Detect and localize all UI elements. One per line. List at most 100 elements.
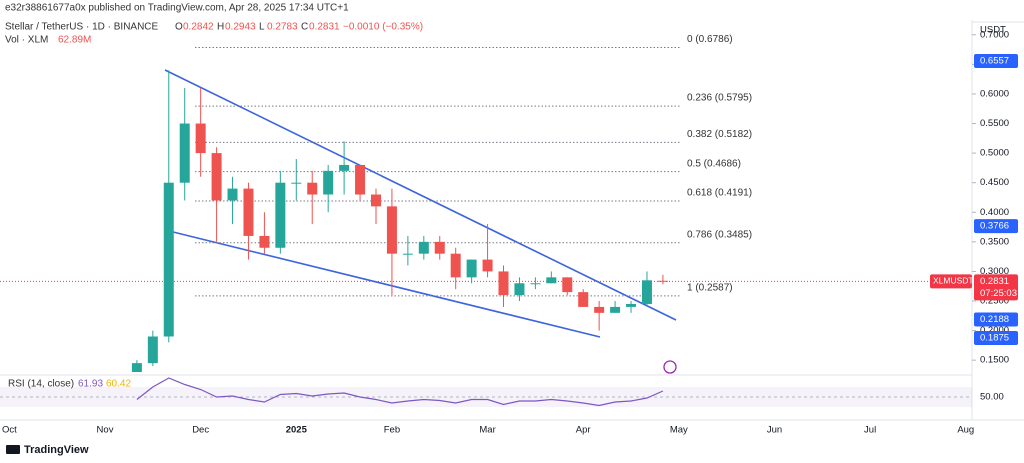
ohlc-value: 0.2783 [267,22,298,33]
countdown: 07:25:03 [980,288,1017,299]
ohlc-key: O [175,22,183,33]
ohlc-value: 0.2842 [183,22,214,33]
ohlc-key: L [259,22,265,33]
ohlc-change: −0.0010 (−0.35%) [343,22,423,33]
rsi-tick-label: 50.00 [980,392,1004,403]
x-tick-label: Mar [479,425,495,436]
ohlc-key: H [217,22,224,33]
symbol-tag [930,274,972,289]
candle-body [626,303,637,307]
candle-body [562,277,573,293]
candle-body [355,164,366,195]
rsi-line [136,377,664,407]
currency: USDT [980,25,1006,36]
rsi-label: RSI (14, close) [8,379,74,390]
candle-body [259,235,270,248]
y-tick-label: 0.2000 [980,325,1009,336]
price-marker-label: 0.1875 [980,332,1009,343]
y-tick-label: 0.3500 [980,236,1009,247]
price-pane: 0 (0.6786) 0.236 (0.5795) 0.382 (0.5182) 0.… [0,34,972,372]
footer-logo: TradingView [6,444,89,456]
x-tick-label: Jul [864,425,876,436]
y-tick-label: 0.4000 [980,207,1009,218]
candle-body [307,182,318,195]
fib-label: 0.5 (0.4686) [687,158,741,169]
candle-body [594,306,605,313]
y-tick-label: 0.7000 [980,29,1009,40]
candle-body [339,164,350,171]
candle-body [195,123,206,154]
candle-body [227,188,238,201]
candle-body [131,363,142,372]
ohlc-value: 0.2831 [309,22,340,33]
price-marker [974,53,1018,68]
candle-body [418,241,429,254]
candle-body [482,259,493,272]
price-marker [974,330,1018,345]
y-tick-label: 0.3000 [980,266,1009,277]
last-price-marker [974,274,1018,301]
candle-body [530,283,541,285]
price-marker [974,312,1018,327]
price-marker-label: 0.6557 [980,56,1009,67]
candle-body [466,259,477,278]
ohlc-legend: O 0.2842 H 0.2943 L 0.2783 C 0.2831 −0.0010 (−0.… [175,22,423,33]
candle-body [147,336,158,364]
x-tick-label: Jun [767,425,782,436]
ohlc-key: C [301,22,308,33]
candle-body [514,283,525,296]
candle-body [179,123,190,183]
candle-body [641,280,652,304]
fib-label: 1 (0.2587) [687,283,733,294]
price-marker-label: 0.2188 [980,314,1009,325]
x-tick-label: Oct [2,425,17,436]
publisher: e32r38861677a0x published on TradingView… [5,3,349,14]
price-marker [974,219,1018,234]
y-tick-label: 0.2500 [980,296,1009,307]
candle-body [211,153,222,201]
fib-label: 0.786 (0.3485) [687,229,752,240]
y-tick-label: 0.5500 [980,118,1009,129]
candle-body [450,253,461,278]
x-tick-label: Nov [97,425,114,436]
x-tick-label: Feb [384,425,400,436]
volume-label: Vol · XLM [5,35,48,46]
candle-body [163,182,174,337]
candle-body [402,253,413,255]
candle-body [386,206,397,254]
logo-mark [6,445,20,454]
candle-body [291,182,302,184]
rsi-value: 61.93 [78,379,103,390]
fib-label: 0.382 (0.5182) [687,129,752,140]
candle-body [578,292,589,307]
candle-body [243,188,254,236]
wedge-upper-line [164,69,677,321]
candle-body [434,241,445,254]
ohlc-value: 0.2943 [225,22,256,33]
candle-body [610,306,621,313]
x-tick-label: Dec [192,425,209,436]
y-tick-label: 0.5000 [980,148,1009,159]
x-tick-label: Aug [957,425,974,436]
alert-icon[interactable] [663,360,677,374]
price-marker-label: 0.3766 [980,221,1009,232]
candle-body [546,277,557,284]
candle-body [275,182,286,248]
y-tick-label: 0.1500 [980,355,1009,366]
x-tick-label: Apr [576,425,591,436]
candle-body [657,280,668,282]
symbol-tag-label: XLMUSDT [933,276,974,286]
fib-label: 0.618 (0.4191) [687,188,752,199]
x-tick-label: May [670,425,688,436]
candle-body [370,194,381,207]
y-tick-label: 0.6000 [980,88,1009,99]
wedge-lower-line [164,229,601,338]
last-price-label: 0.2831 [980,276,1009,287]
rsi-ma-value: 60.42 [106,379,131,390]
candle-body [498,271,509,296]
volume-value: 62.89M [58,35,91,46]
y-tick-label: 0.4500 [980,177,1009,188]
candle-body [323,170,334,195]
fib-label: 0.236 (0.5795) [687,93,752,104]
